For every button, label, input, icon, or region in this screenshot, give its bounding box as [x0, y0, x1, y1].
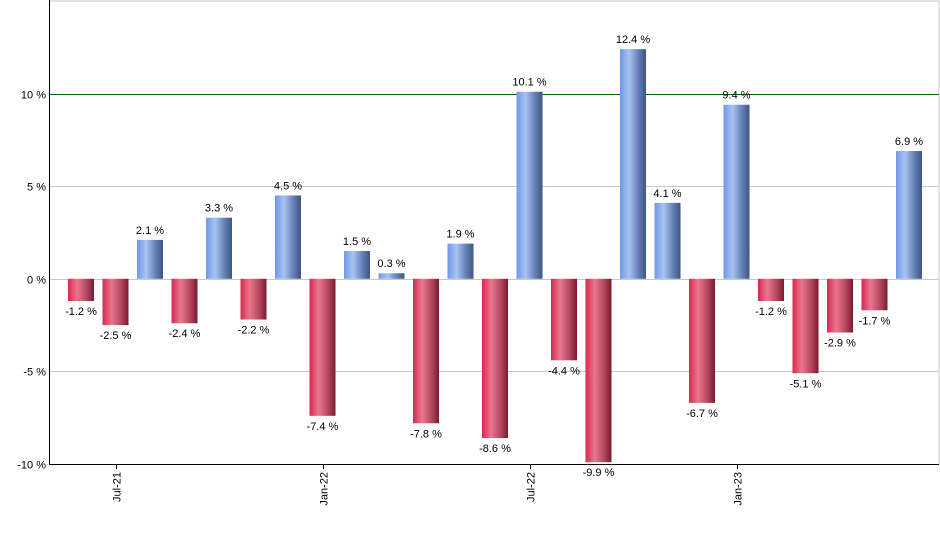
x-tick-label: Jul-22: [526, 472, 538, 502]
bar: [171, 278, 198, 324]
y-tick-label: 0 %: [27, 275, 46, 287]
bar: [792, 278, 819, 374]
bar: [551, 278, 577, 361]
bar: [275, 195, 301, 279]
data-label: 12.4 %: [616, 34, 650, 46]
data-label: 2.1 %: [136, 225, 164, 237]
data-label: -7.8 %: [410, 428, 442, 440]
data-label: 4.1 %: [653, 188, 681, 200]
data-label: -1.7 %: [859, 315, 891, 327]
x-tick-label: Jan-23: [733, 472, 745, 506]
bar: [137, 239, 163, 279]
bar: [413, 278, 439, 424]
data-labels: -1.2 %-2.5 %2.1 %-2.4 %3.3 %-2.2 %4.5 %-…: [65, 34, 923, 479]
bar: [240, 278, 267, 320]
data-label: -4.4 %: [548, 365, 580, 377]
y-tick-label: 10 %: [21, 90, 46, 102]
x-tick-label: Jan-22: [319, 472, 331, 506]
data-label: 3.3 %: [205, 203, 233, 215]
bar: [654, 202, 681, 279]
data-label: -5.1 %: [790, 378, 822, 390]
data-label: -2.2 %: [238, 325, 270, 337]
x-tick-label: Jul-21: [112, 472, 124, 502]
bar: [447, 243, 474, 279]
data-label: -2.4 %: [169, 328, 201, 340]
axes: 10 % 5 % 0 % -5 % -10 % Jul-21 Jan-22 Jul-22 Jan…: [17, 0, 939, 506]
bar: [206, 217, 232, 279]
data-label: 9.4 %: [722, 90, 750, 102]
bar: [723, 104, 750, 279]
bars: [68, 49, 922, 463]
data-label: -2.5 %: [100, 330, 132, 342]
data-label: -2.9 %: [824, 338, 856, 350]
bar: [896, 151, 922, 279]
data-label: -7.4 %: [307, 421, 339, 433]
data-label: 10.1 %: [512, 77, 546, 89]
bar: [378, 273, 405, 279]
bar: [689, 278, 715, 403]
data-label: 1.5 %: [343, 236, 371, 248]
y-tick-label: -10 %: [17, 460, 46, 472]
bar: [102, 278, 129, 326]
bar: [827, 278, 853, 333]
data-label: -9.9 %: [583, 467, 615, 479]
data-label: -8.6 %: [479, 443, 511, 455]
data-label: 1.9 %: [446, 229, 474, 241]
data-label: -1.2 %: [65, 306, 97, 318]
data-label: 4.5 %: [274, 180, 302, 192]
bar: [585, 278, 612, 463]
bar: [758, 278, 784, 302]
data-label: -6.7 %: [686, 408, 718, 420]
bar: [620, 49, 646, 279]
data-label: -1.2 %: [755, 306, 787, 318]
y-tick-label: 5 %: [27, 182, 46, 194]
bar: [68, 278, 94, 302]
bar: [344, 251, 370, 279]
data-label: 6.9 %: [895, 136, 923, 148]
bar: [861, 278, 888, 311]
y-tick-label: -5 %: [23, 367, 46, 379]
bar: [482, 278, 508, 439]
bar: [309, 278, 336, 416]
data-label: 0.3 %: [377, 258, 405, 270]
bar: [516, 91, 543, 279]
